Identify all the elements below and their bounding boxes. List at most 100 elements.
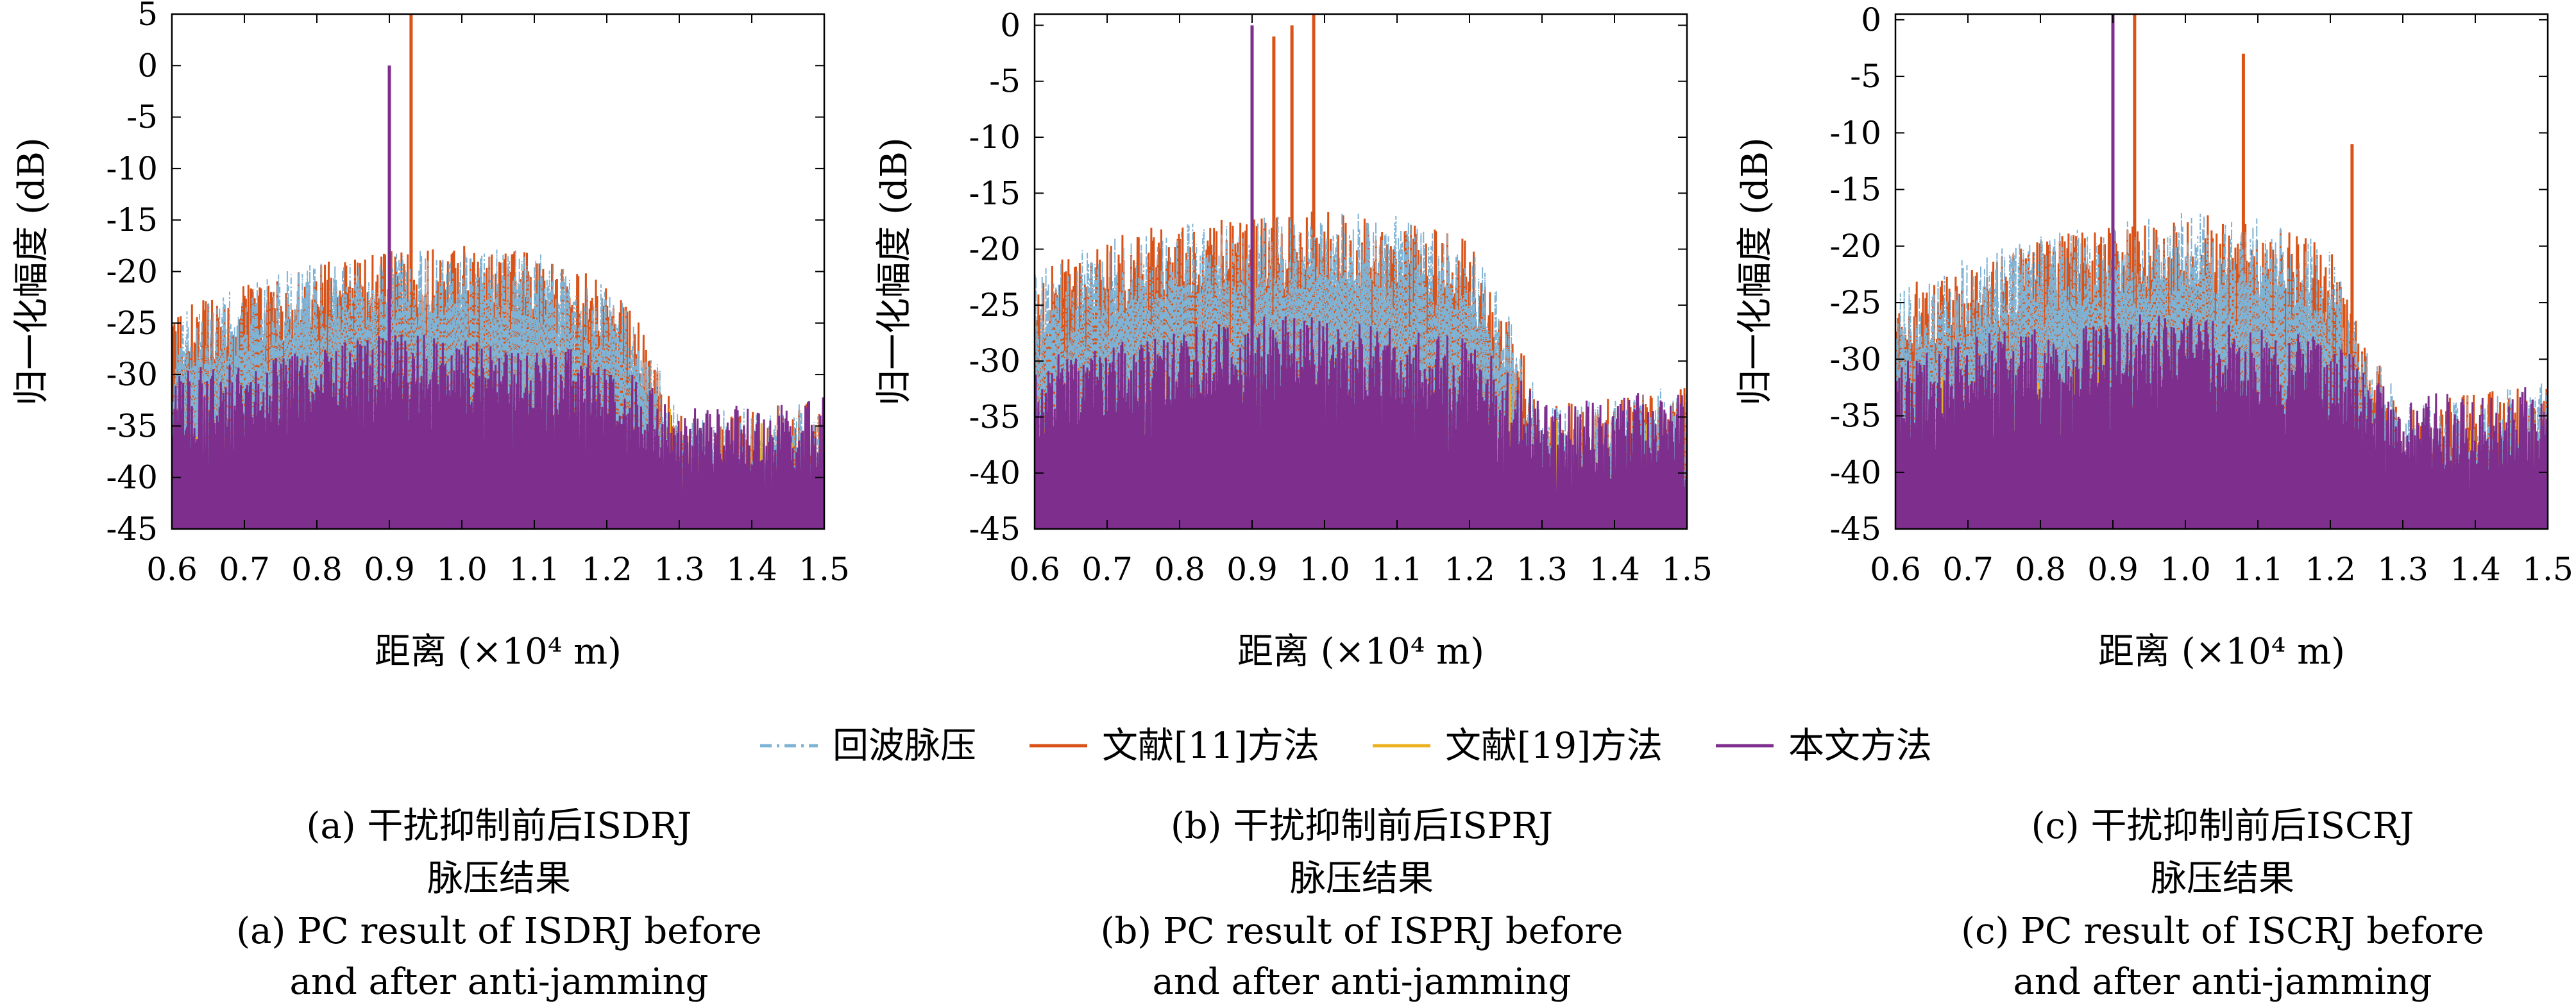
y-tick-label-c-7: -35 [1829, 398, 1881, 435]
x-tick-label-a-9: 1.5 [799, 551, 850, 588]
y-tick-label-a-3: -10 [106, 150, 158, 187]
x-tick-label-b-2: 0.8 [1154, 551, 1205, 588]
y-tick-label-c-8: -40 [1829, 454, 1881, 491]
y-tick-label-a-1: 0 [137, 47, 158, 84]
plot-frame-b [1033, 13, 1688, 530]
x-tick-label-a-7: 1.3 [654, 551, 705, 588]
x-tick-label-b-4: 1.0 [1299, 551, 1350, 588]
caption-a-cn-line2: 脉压结果 [427, 858, 571, 900]
y-tick-label-a-2: -5 [126, 99, 158, 136]
caption-c-cn-line1: (c) 干扰抑制前后ISCRJ [2031, 805, 2414, 847]
x-tick-label-b-5: 1.1 [1371, 551, 1423, 588]
x-tick-label-c-7: 1.3 [2377, 551, 2428, 588]
x-tick-label-a-4: 1.0 [436, 551, 487, 588]
series-proposed-b [1035, 316, 1687, 529]
x-tick-label-c-1: 0.7 [1942, 551, 1994, 588]
y-tick-label-c-9: -45 [1829, 510, 1881, 548]
x-tick-label-a-0: 0.6 [146, 551, 198, 588]
y-tick-label-b-7: -35 [969, 398, 1021, 435]
y-tick-label-a-7: -30 [106, 356, 158, 393]
x-tick-label-c-4: 1.0 [2160, 551, 2211, 588]
y-tick-label-b-0: 0 [1000, 6, 1021, 44]
y-axis-label-b: 归一化幅度 (dB) [874, 137, 915, 406]
legend-item-echo: 回波脉压 [760, 725, 976, 767]
y-tick-label-c-1: -5 [1850, 58, 1881, 95]
series-proposed-c [1895, 314, 2548, 529]
y-tick-label-a-9: -40 [106, 459, 158, 496]
legend-item-ref11: 文献[11]方法 [1030, 725, 1319, 767]
x-tick-label-b-7: 1.3 [1516, 551, 1568, 588]
y-tick-label-b-2: -10 [969, 119, 1021, 156]
x-tick-label-c-0: 0.6 [1870, 551, 1921, 588]
plot-frame-c [1894, 13, 2549, 530]
caption-b-cn-line1: (b) 干扰抑制前后ISPRJ [1171, 805, 1553, 847]
caption-a-cn-line1: (a) 干扰抑制前后ISDRJ [307, 805, 692, 847]
legend-item-ref19: 文献[19]方法 [1373, 725, 1663, 767]
x-tick-label-c-5: 1.1 [2232, 551, 2284, 588]
y-tick-label-c-3: -15 [1829, 171, 1881, 208]
caption-c-en-line1: (c) PC result of ISCRJ before [1961, 910, 2484, 952]
captions: (a) 干扰抑制前后ISDRJ 脉压结果 (a) PC result of IS… [236, 805, 2484, 1003]
y-tick-label-b-5: -25 [969, 287, 1021, 324]
x-axis-label-c: 距离 (×10⁴ m) [2098, 631, 2345, 673]
chart-panel-a: 0.6 0.7 0.8 0.9 1.0 1.1 1.2 1.3 1.4 1.5 5 0 -5 -10 -15… [11, 0, 850, 673]
y-tick-label-c-6: -30 [1829, 340, 1881, 378]
x-tick-label-c-2: 0.8 [2015, 551, 2066, 588]
legend-label-ref19: 文献[19]方法 [1445, 725, 1663, 767]
x-tick-label-c-3: 0.9 [2087, 551, 2139, 588]
x-axis-label-a: 距离 (×10⁴ m) [375, 631, 622, 673]
legend-label-proposed: 本文方法 [1788, 725, 1932, 767]
caption-b-en-line2: and after anti-jamming [1153, 961, 1572, 1003]
caption-a-en-line1: (a) PC result of ISDRJ before [236, 910, 762, 952]
x-tick-label-c-8: 1.4 [2450, 551, 2501, 588]
y-tick-label-b-4: -20 [969, 231, 1021, 268]
x-tick-label-a-6: 1.2 [581, 551, 632, 588]
y-tick-label-c-4: -20 [1829, 228, 1881, 265]
y-tick-label-b-3: -15 [969, 174, 1021, 212]
plot-area-c [1895, 14, 2548, 529]
x-tick-label-b-3: 0.9 [1226, 551, 1278, 588]
y-tick-label-a-6: -25 [106, 305, 158, 342]
caption-b-en-line1: (b) PC result of ISPRJ before [1101, 910, 1623, 952]
y-tick-label-b-6: -30 [969, 342, 1021, 380]
y-tick-label-a-5: -20 [106, 253, 158, 290]
y-tick-label-b-1: -5 [989, 63, 1021, 100]
legend-label-echo: 回波脉压 [833, 725, 976, 767]
caption-b-cn-line2: 脉压结果 [1290, 858, 1434, 900]
chart-panel-c: 0.6 0.7 0.8 0.9 1.0 1.1 1.2 1.3 1.4 1.5 0 -5 -10 -15 -… [1734, 1, 2573, 673]
y-tick-label-c-2: -10 [1829, 114, 1881, 151]
y-tick-label-a-4: -15 [106, 201, 158, 239]
x-tick-label-b-6: 1.2 [1444, 551, 1495, 588]
x-tick-label-a-8: 1.4 [726, 551, 777, 588]
x-tick-label-a-3: 0.9 [364, 551, 415, 588]
y-tick-label-b-8: -40 [969, 455, 1021, 492]
x-tick-label-a-5: 1.1 [509, 551, 560, 588]
x-tick-label-b-1: 0.7 [1081, 551, 1133, 588]
caption-a-en-line2: and after anti-jamming [290, 961, 709, 1003]
y-tick-label-a-8: -35 [106, 407, 158, 444]
x-tick-label-b-0: 0.6 [1009, 551, 1060, 588]
x-axis-label-b: 距离 (×10⁴ m) [1237, 631, 1484, 673]
y-tick-label-a-10: -45 [106, 510, 158, 548]
x-tick-label-a-2: 0.8 [291, 551, 343, 588]
x-tick-label-b-9: 1.5 [1661, 551, 1713, 588]
legend-label-ref11: 文献[11]方法 [1102, 725, 1319, 767]
caption-c-cn-line2: 脉压结果 [2151, 858, 2294, 900]
x-tick-label-c-9: 1.5 [2522, 551, 2573, 588]
chart-panel-b: 0.6 0.7 0.8 0.9 1.0 1.1 1.2 1.3 1.4 1.5 0 -5 -10 -15 -… [874, 6, 1713, 673]
plot-area-b [1035, 14, 1687, 529]
y-tick-label-b-9: -45 [969, 510, 1021, 548]
y-axis-label-c: 归一化幅度 (dB) [1734, 137, 1776, 406]
y-tick-label-c-5: -25 [1829, 284, 1881, 321]
panels: 0.6 0.7 0.8 0.9 1.0 1.1 1.2 1.3 1.4 1.5 5 0 -5 -10 -15… [11, 0, 2573, 673]
x-tick-label-b-8: 1.4 [1589, 551, 1640, 588]
caption-c-en-line2: and after anti-jamming [2013, 961, 2432, 1003]
y-tick-label-a-0: 5 [137, 0, 158, 33]
x-tick-label-c-6: 1.2 [2305, 551, 2356, 588]
y-axis-label-a: 归一化幅度 (dB) [11, 137, 53, 406]
legend-item-proposed: 本文方法 [1716, 725, 1932, 767]
legend: 回波脉压 文献[11]方法 文献[19]方法 本文方法 [760, 725, 1932, 767]
x-tick-label-a-1: 0.7 [219, 551, 270, 588]
series-proposed-a [172, 334, 824, 529]
